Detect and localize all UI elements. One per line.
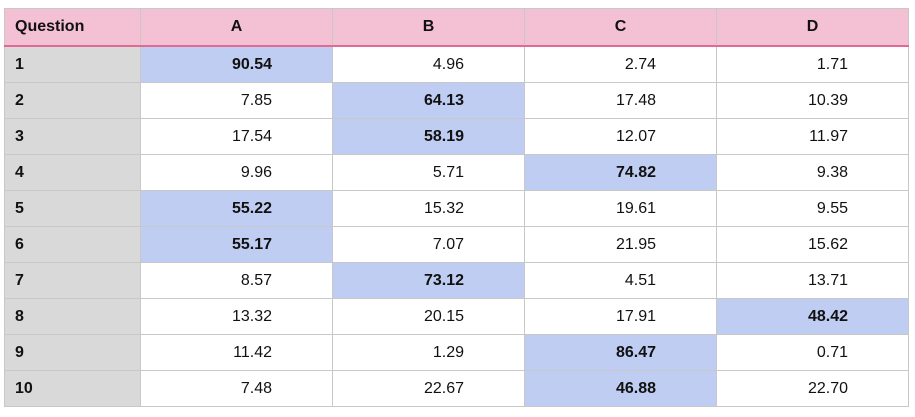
answer-b-percentage: 22.67 (332, 370, 525, 407)
header-question: Question (4, 8, 141, 47)
question-number: 9 (4, 334, 141, 371)
table-row: 9 11.42 1.29 86.47 0.71 (4, 334, 909, 371)
answer-d-percentage: 11.97 (716, 118, 909, 155)
answer-b-percentage: 20.15 (332, 298, 525, 335)
answer-c-percentage: 2.74 (524, 45, 717, 83)
answer-d-percentage: 9.38 (716, 154, 909, 191)
header-b: B (332, 8, 525, 47)
answer-a-percentage: 7.48 (140, 370, 333, 407)
table-row: 6 55.17 7.07 21.95 15.62 (4, 226, 909, 263)
question-number: 7 (4, 262, 141, 299)
answer-c-percentage: 86.47 (524, 334, 717, 371)
answer-b-percentage: 1.29 (332, 334, 525, 371)
table-row: 4 9.96 5.71 74.82 9.38 (4, 154, 909, 191)
header-a: A (140, 8, 333, 47)
question-number: 10 (4, 370, 141, 407)
table-row: 5 55.22 15.32 19.61 9.55 (4, 190, 909, 227)
table-row: 3 17.54 58.19 12.07 11.97 (4, 118, 909, 155)
answer-a-percentage: 9.96 (140, 154, 333, 191)
answer-a-percentage: 55.17 (140, 226, 333, 263)
answer-a-percentage: 7.85 (140, 82, 333, 119)
answer-c-percentage: 74.82 (524, 154, 717, 191)
answer-b-percentage: 58.19 (332, 118, 525, 155)
question-number: 6 (4, 226, 141, 263)
answer-d-percentage: 22.70 (716, 370, 909, 407)
table-row: 10 7.48 22.67 46.88 22.70 (4, 370, 909, 407)
results-table-container: Question A B C D 1 90.54 4.96 2.74 1.71 2 7.85… (4, 8, 909, 407)
question-number: 3 (4, 118, 141, 155)
question-number: 2 (4, 82, 141, 119)
table-row: 8 13.32 20.15 17.91 48.42 (4, 298, 909, 335)
answer-c-percentage: 17.48 (524, 82, 717, 119)
answer-b-percentage: 5.71 (332, 154, 525, 191)
answer-d-percentage: 15.62 (716, 226, 909, 263)
answer-c-percentage: 12.07 (524, 118, 717, 155)
answer-a-percentage: 55.22 (140, 190, 333, 227)
answer-c-percentage: 19.61 (524, 190, 717, 227)
answer-c-percentage: 21.95 (524, 226, 717, 263)
answer-a-percentage: 17.54 (140, 118, 333, 155)
question-number: 8 (4, 298, 141, 335)
answer-c-percentage: 46.88 (524, 370, 717, 407)
question-number: 1 (4, 45, 141, 83)
answer-a-percentage: 13.32 (140, 298, 333, 335)
answer-b-percentage: 64.13 (332, 82, 525, 119)
header-c: C (524, 8, 717, 47)
answer-b-percentage: 4.96 (332, 45, 525, 83)
answer-b-percentage: 7.07 (332, 226, 525, 263)
question-number: 5 (4, 190, 141, 227)
question-number: 4 (4, 154, 141, 191)
table-row: 7 8.57 73.12 4.51 13.71 (4, 262, 909, 299)
answer-d-percentage: 9.55 (716, 190, 909, 227)
answer-b-percentage: 15.32 (332, 190, 525, 227)
table-row: 2 7.85 64.13 17.48 10.39 (4, 82, 909, 119)
answer-a-percentage: 11.42 (140, 334, 333, 371)
answer-d-percentage: 10.39 (716, 82, 909, 119)
answer-d-percentage: 13.71 (716, 262, 909, 299)
answer-d-percentage: 48.42 (716, 298, 909, 335)
answer-a-percentage: 8.57 (140, 262, 333, 299)
answer-c-percentage: 4.51 (524, 262, 717, 299)
answer-a-percentage: 90.54 (140, 45, 333, 83)
header-row: Question A B C D (4, 8, 909, 47)
answer-d-percentage: 0.71 (716, 334, 909, 371)
answer-c-percentage: 17.91 (524, 298, 717, 335)
table-row: 1 90.54 4.96 2.74 1.71 (4, 45, 909, 83)
results-table: Question A B C D 1 90.54 4.96 2.74 1.71 2 7.85… (4, 8, 909, 407)
answer-b-percentage: 73.12 (332, 262, 525, 299)
answer-d-percentage: 1.71 (716, 45, 909, 83)
header-d: D (716, 8, 909, 47)
